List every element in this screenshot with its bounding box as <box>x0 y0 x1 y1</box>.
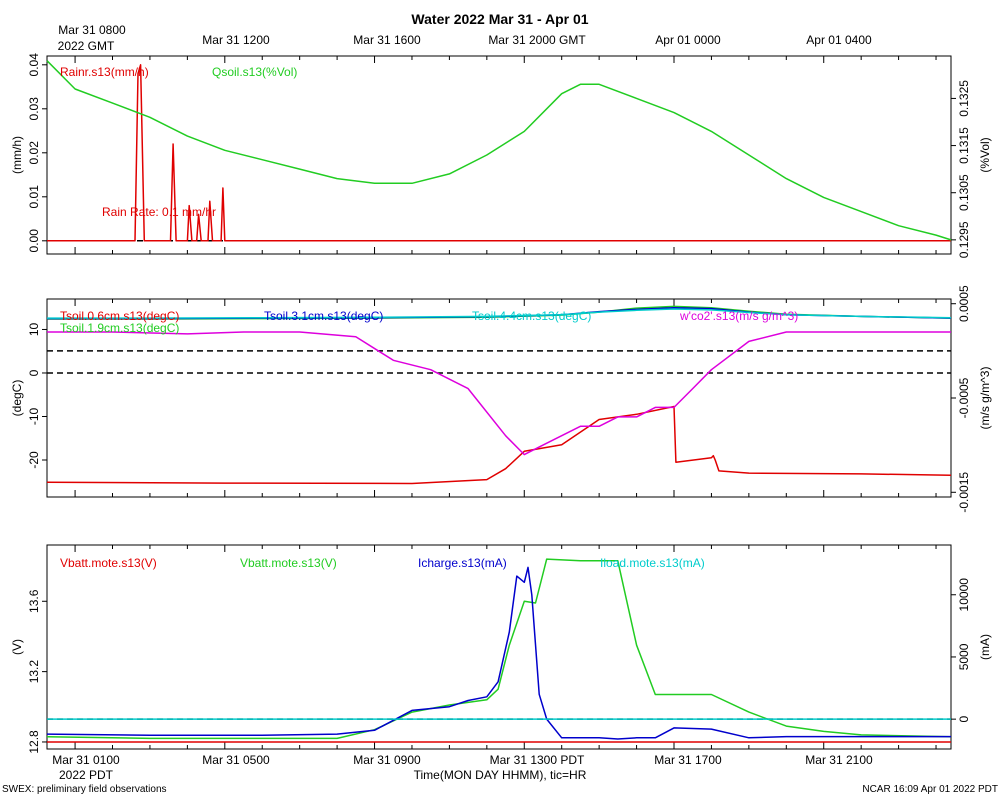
rain-rate-annotation: Rain Rate: 0.1 mm/hr <box>102 205 216 219</box>
bottom-time-label: Mar 31 0500 <box>202 753 270 767</box>
right-axis-label: (%Vol) <box>978 137 992 172</box>
series-line-1-4 <box>47 331 951 456</box>
right-tick-label: 5000 <box>957 643 971 670</box>
bottom-time-label: Mar 31 1700 <box>654 753 722 767</box>
chart-title: Water 2022 Mar 31 - Apr 01 <box>411 11 588 27</box>
series-layer <box>46 305 952 485</box>
series-line-0-0 <box>47 64 951 242</box>
right-tick-label: 0.0005 <box>957 285 971 322</box>
left-tick-label: 0.03 <box>27 97 41 121</box>
bottom-time-axis: Mar 31 0100 Mar 31 0500 Mar 31 0900 Mar … <box>52 753 873 782</box>
left-tick-label: -20 <box>27 451 41 469</box>
bottom-time-label: Mar 31 0900 <box>353 753 421 767</box>
top-time-label: Apr 01 0000 <box>655 33 721 47</box>
top-time-label: Apr 01 0400 <box>806 33 872 47</box>
panel-frame <box>46 544 952 750</box>
top-time-label-first: Mar 31 0800 <box>58 23 126 37</box>
legend-tsoil-3-1: Tsoil.3.1cm.s13(degC) <box>264 309 383 323</box>
left-tick-label: -10 <box>27 407 41 425</box>
left-tick-label: 0.00 <box>27 229 41 253</box>
top-time-label: Mar 31 1600 <box>353 33 421 47</box>
legend-tsoil-4-4: Tsoil.4.4cm.s13(degC) <box>472 309 591 323</box>
right-tick-label: 0.1295 <box>957 221 971 258</box>
right-axis-ticks: 0.0005 -0.0005 -0.0015 <box>951 285 971 513</box>
bottom-time-label: Mar 31 2100 <box>805 753 873 767</box>
legend-wco2: w'co2'.s13(m/s g/m^3) <box>679 309 798 323</box>
left-tick-label: 0.02 <box>27 141 41 165</box>
series-line-1-3 <box>47 308 952 319</box>
top-time-label: Mar 31 1200 <box>202 33 270 47</box>
left-axis-label: (mm/h) <box>10 136 24 174</box>
left-tick-label: 13.6 <box>27 589 41 613</box>
top-time-axis: Mar 31 0800 2022 GMT Mar 31 1200 Mar 31 … <box>58 23 872 53</box>
right-axis-label: (m/s g/m^3) <box>978 367 992 430</box>
right-tick-label: 0.1325 <box>957 80 971 117</box>
series-layer <box>46 60 952 242</box>
series-line-1-0 <box>46 405 952 485</box>
left-tick-label: 10 <box>27 322 41 336</box>
panel-ticks <box>74 56 937 254</box>
right-tick-label: 0.1315 <box>957 127 971 164</box>
right-axis-ticks: 0 5000 10000 <box>951 578 971 722</box>
left-axis-label: (degC) <box>10 380 24 417</box>
legend-icharge: Icharge.s13(mA) <box>418 556 507 570</box>
legend-vbatt-green: Vbatt.mote.s13(V) <box>240 556 337 570</box>
bottom-time-year: 2022 PDT <box>59 768 114 782</box>
reference-lines <box>47 350 951 374</box>
panel-ticks <box>74 299 937 497</box>
legend-tsoil-0-6: Tsoil.0.6cm.s13(degC) <box>60 309 179 323</box>
series-line-0-1 <box>46 60 952 241</box>
left-axis-ticks: 12.8 13.2 13.6 <box>27 589 47 754</box>
panel-frame <box>46 298 952 498</box>
right-axis-ticks: 0.1295 0.1305 0.1315 0.1325 <box>951 80 971 258</box>
left-tick-label: 0.01 <box>27 185 41 209</box>
right-axis-label: (mA) <box>978 634 992 660</box>
panel-frame <box>46 55 952 255</box>
left-tick-label: 0 <box>27 369 41 376</box>
legend-tsoil-1-9: Tsoil.1.9cm.s13(degC) <box>60 321 179 335</box>
right-tick-label: 10000 <box>957 578 971 612</box>
bottom-time-label: Mar 31 1300 PDT <box>490 753 585 767</box>
left-axis-ticks: 10 0 -10 -20 <box>27 322 47 469</box>
top-time-label: Mar 31 2000 GMT <box>488 33 586 47</box>
series-layer <box>46 558 952 743</box>
panel-soil-temperature-co2: 10 0 -10 -20 0.0005 -0.0005 -0.0015 (degC) (m… <box>10 285 992 513</box>
footer-left: SWEX: preliminary field observations <box>2 784 167 795</box>
panel-rain-soil-wetness: 0.000.010.020.030.04 0.12950.13050.13150… <box>10 53 992 258</box>
left-axis-ticks: 0.00 0.01 0.02 0.03 0.04 <box>27 53 47 253</box>
right-tick-label: 0.1305 <box>957 174 971 211</box>
x-axis-label: Time(MON DAY HHMM), tic=HR <box>414 768 587 782</box>
panel-battery-current: 12.8 13.2 13.6 0 5000 10000 (V) (mA) Vbatt.m… <box>10 544 992 754</box>
legend-rainr: Rainr.s13(mm/h) <box>60 65 149 79</box>
bottom-time-label: Mar 31 0100 <box>52 753 120 767</box>
left-tick-label: 0.04 <box>27 53 41 77</box>
footer-right: NCAR 16:09 Apr 01 2022 PDT <box>862 784 998 795</box>
series-line-2-2 <box>46 566 951 740</box>
right-tick-label: 0 <box>957 715 971 722</box>
right-tick-label: -0.0005 <box>957 377 971 418</box>
legend-vbatt-red: Vbatt.mote.s13(V) <box>60 556 157 570</box>
left-tick-label: 12.8 <box>27 730 41 754</box>
left-tick-label: 13.2 <box>27 660 41 684</box>
legend-qsoil: Qsoil.s13(%Vol) <box>212 65 297 79</box>
legend-iload: Iload.mote.s13(mA) <box>600 556 705 570</box>
right-tick-label: -0.0015 <box>957 472 971 513</box>
panel-ticks <box>74 545 937 749</box>
top-time-label-first-year: 2022 GMT <box>58 39 115 53</box>
left-axis-label: (V) <box>10 639 24 655</box>
series-line-2-1 <box>46 558 952 740</box>
